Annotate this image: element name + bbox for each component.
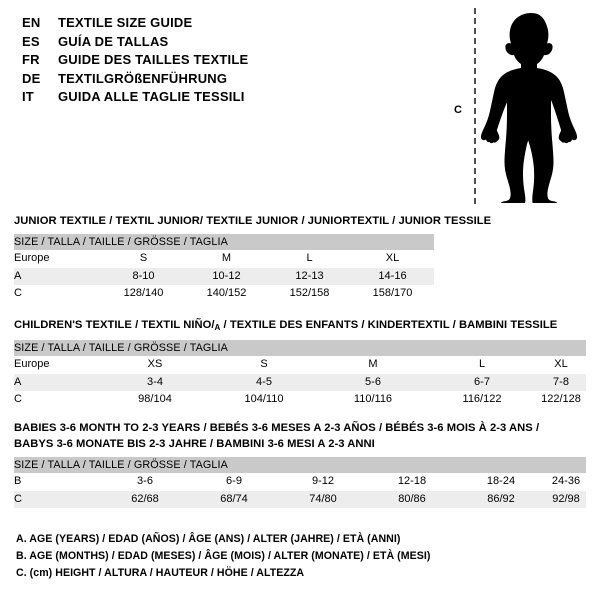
row-value: 122/128: [536, 391, 586, 409]
section-title-babies-line2: BABYS 3-6 MONATE BIS 2-3 JAHRE / BAMBINI…: [14, 438, 375, 450]
row-value: L: [268, 250, 351, 268]
legend-line-a: A. AGE (YEARS) / EDAD (AÑOS) / ÂGE (ANS)…: [16, 533, 401, 545]
row-value: XL: [536, 356, 586, 374]
size-band-label: SIZE / TALLA / TAILLE / GRÖSSE / TAGLIA: [14, 340, 586, 356]
row-value: 104/110: [210, 391, 318, 409]
table-band-row: SIZE / TALLA / TAILLE / GRÖSSE / TAGLIA: [14, 340, 586, 356]
children-size-table: SIZE / TALLA / TAILLE / GRÖSSE / TAGLIA …: [14, 340, 586, 409]
table-row: B 3-6 6-9 9-12 12-18 18-24 24-36: [14, 473, 586, 491]
language-code: IT: [22, 89, 34, 105]
section-title-children-post: / TEXTILE DES ENFANTS / KINDERTEXTIL / B…: [220, 319, 558, 331]
row-value: S: [102, 250, 185, 268]
section-title-babies-line1: BABIES 3-6 MONTH TO 2-3 YEARS / BEBÉS 3-…: [14, 422, 540, 434]
row-value: M: [318, 356, 428, 374]
table-row: C 62/68 68/74 74/80 80/86 86/92 92/98: [14, 490, 586, 508]
table-row: C 128/140 140/152 152/158 158/170: [14, 285, 434, 303]
table-band-row: SIZE / TALLA / TAILLE / GRÖSSE / TAGLIA: [14, 234, 434, 250]
table-band-row: SIZE / TALLA / TAILLE / GRÖSSE / TAGLIA: [14, 457, 586, 473]
row-value: 116/122: [428, 391, 536, 409]
row-label: C: [14, 391, 100, 409]
row-value: XS: [100, 356, 210, 374]
table-row: C 98/104 104/110 110/116 116/122 122/128: [14, 391, 586, 409]
row-value: 4-5: [210, 373, 318, 391]
language-title: GUÍA DE TALLAS: [58, 33, 169, 49]
row-value: 98/104: [100, 391, 210, 409]
row-label: Europe: [14, 356, 100, 374]
row-value: 6-9: [190, 473, 278, 491]
row-label: A: [14, 267, 102, 285]
section-childrens-textile: CHILDREN'S TEXTILE / TEXTIL NIÑO/A / TEX…: [14, 318, 586, 409]
height-measure-dashed-line: [474, 8, 476, 204]
table-row: Europe S M L XL: [14, 250, 434, 268]
row-label: Europe: [14, 250, 102, 268]
language-code: EN: [22, 15, 41, 30]
row-value: 128/140: [102, 285, 185, 303]
table-row: A 3-4 4-5 5-6 6-7 7-8: [14, 373, 586, 391]
section-title-children: CHILDREN'S TEXTILE / TEXTIL NIÑO/A / TEX…: [14, 318, 586, 335]
row-value: 8-10: [102, 267, 185, 285]
language-title: GUIDA ALLE TAGLIE TESSILI: [58, 89, 245, 105]
row-value: L: [428, 356, 536, 374]
language-row: IT GUIDA ALLE TAGLIE TESSILI: [22, 88, 422, 107]
row-value: 9-12: [278, 473, 368, 491]
language-code: FR: [22, 52, 40, 68]
row-value: 3-6: [100, 473, 190, 491]
table-row: Europe XS S M L XL: [14, 356, 586, 374]
row-value: 140/152: [185, 285, 268, 303]
table-row: A 8-10 10-12 12-13 14-16: [14, 267, 434, 285]
language-title: TEXTILE SIZE GUIDE: [58, 15, 193, 30]
row-value: 7-8: [536, 373, 586, 391]
language-row: ES GUÍA DE TALLAS: [22, 33, 422, 52]
row-value: 92/98: [546, 490, 586, 508]
section-title-children-pre: CHILDREN'S TEXTILE / TEXTIL NIÑO/: [14, 319, 215, 331]
language-title: GUIDE DES TAILLES TEXTILE: [58, 52, 249, 68]
language-code: ES: [22, 33, 40, 49]
row-label: A: [14, 373, 100, 391]
row-value: 6-7: [428, 373, 536, 391]
row-label: B: [14, 473, 100, 491]
section-babies-textile: BABIES 3-6 MONTH TO 2-3 YEARS / BEBÉS 3-…: [14, 421, 586, 508]
legend-line-b: B. AGE (MONTHS) / EDAD (MESES) / ÂGE (MO…: [16, 550, 431, 562]
language-row: DE TEXTILGRÖßENFÜHRUNG: [22, 70, 422, 89]
row-value: M: [185, 250, 268, 268]
junior-size-table: SIZE / TALLA / TAILLE / GRÖSSE / TAGLIA …: [14, 234, 434, 303]
row-value: 14-16: [351, 267, 434, 285]
row-value: 18-24: [456, 473, 546, 491]
babies-size-table: SIZE / TALLA / TAILLE / GRÖSSE / TAGLIA …: [14, 457, 586, 508]
row-value: 158/170: [351, 285, 434, 303]
row-value: S: [210, 356, 318, 374]
row-value: 12-18: [368, 473, 456, 491]
row-value: 86/92: [456, 490, 546, 508]
language-title-block: EN TEXTILE SIZE GUIDE ES GUÍA DE TALLAS …: [22, 14, 422, 107]
size-band-label: SIZE / TALLA / TAILLE / GRÖSSE / TAGLIA: [14, 457, 586, 473]
height-measure-label: C: [454, 104, 462, 116]
row-label: C: [14, 285, 102, 303]
language-title: TEXTILGRÖßENFÜHRUNG: [58, 70, 228, 86]
row-value: 24-36: [546, 473, 586, 491]
row-value: 12-13: [268, 267, 351, 285]
section-title-children-subscript: A: [214, 323, 221, 332]
language-row: EN TEXTILE SIZE GUIDE: [22, 14, 422, 33]
row-value: 68/74: [190, 490, 278, 508]
row-value: 3-4: [100, 373, 210, 391]
row-value: 80/86: [368, 490, 456, 508]
section-junior-textile: JUNIOR TEXTILE / TEXTIL JUNIOR/ TEXTILE …: [14, 214, 491, 303]
measurement-legend: A. AGE (YEARS) / EDAD (AÑOS) / ÂGE (ANS)…: [16, 531, 476, 582]
row-value: 5-6: [318, 373, 428, 391]
height-illustration: C: [440, 0, 600, 210]
row-value: 74/80: [278, 490, 368, 508]
size-band-label: SIZE / TALLA / TAILLE / GRÖSSE / TAGLIA: [14, 234, 434, 250]
row-value: 152/158: [268, 285, 351, 303]
row-label: C: [14, 490, 100, 508]
legend-line-c: C. (cm) HEIGHT / ALTURA / HAUTEUR / HÖHE…: [16, 567, 305, 579]
row-value: 110/116: [318, 391, 428, 409]
section-title-junior: JUNIOR TEXTILE / TEXTIL JUNIOR/ TEXTILE …: [14, 215, 492, 227]
row-value: 10-12: [185, 267, 268, 285]
language-row: FR GUIDE DES TAILLES TEXTILE: [22, 51, 422, 70]
row-value: 62/68: [100, 490, 190, 508]
language-code: DE: [22, 70, 41, 86]
toddler-silhouette-icon: [480, 13, 578, 203]
row-value: XL: [351, 250, 434, 268]
